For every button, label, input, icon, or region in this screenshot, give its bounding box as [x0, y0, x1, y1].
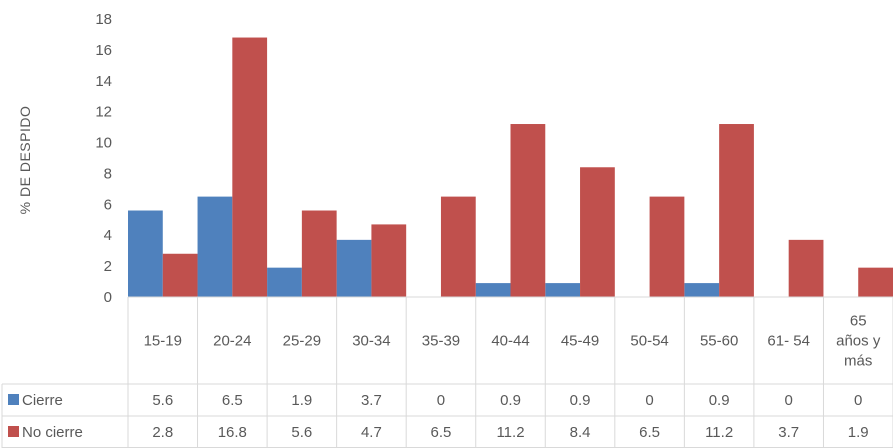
data-value: 3.7: [778, 424, 799, 441]
bar-cierre: [336, 239, 372, 297]
bar-no-cierre: [788, 239, 824, 297]
data-value: 5.6: [291, 424, 312, 441]
category-label: 25-29: [283, 333, 321, 350]
y-tick-label: 14: [95, 73, 112, 90]
bar-cierre: [475, 283, 511, 297]
bar-no-cierre: [858, 267, 893, 297]
data-value: 5.6: [152, 392, 173, 409]
bar-cierre: [128, 210, 163, 297]
category-label: 55-60: [700, 333, 738, 350]
category-label: 30-34: [352, 333, 390, 350]
data-value: 4.7: [361, 424, 382, 441]
data-value: 2.8: [152, 424, 173, 441]
legend-swatch: [8, 426, 19, 437]
bar-cierre: [684, 283, 720, 297]
y-tick-label: 16: [95, 42, 112, 59]
data-value: 0: [785, 392, 793, 409]
data-table: 15-19 20-24 25-29 30-34 35-39 40-44 45-49 50-54…: [1, 296, 893, 448]
data-value: 0: [437, 392, 445, 409]
category-label: 20-24: [213, 333, 251, 350]
data-value: 0.9: [500, 392, 521, 409]
data-value: 6.5: [639, 424, 660, 441]
data-value: 0.9: [709, 392, 730, 409]
data-value: 1.9: [848, 424, 869, 441]
data-value: 11.2: [496, 424, 524, 441]
bar-no-cierre: [719, 124, 754, 298]
y-tick-label: 10: [95, 135, 112, 152]
bar-no-cierre: [649, 196, 685, 297]
data-value: 16.8: [218, 424, 247, 441]
y-tick-label: 6: [104, 196, 112, 213]
bar-no-cierre: [301, 210, 337, 297]
data-value: 6.5: [431, 424, 452, 441]
category-label: 65: [850, 313, 867, 330]
bar-no-cierre: [162, 253, 198, 297]
y-tick-label: 18: [95, 11, 112, 28]
data-value: 0: [854, 392, 862, 409]
legend-label: No cierre: [22, 424, 83, 441]
y-tick-label: 8: [104, 165, 112, 182]
y-axis-label: % DE DESPIDO: [17, 106, 33, 215]
bar-cierre: [267, 267, 302, 297]
bar-cierre: [545, 283, 581, 297]
y-axis-ticks: 0 2 4 6 8 10 12 14 16 18: [95, 11, 112, 306]
category-label: más: [844, 353, 872, 370]
data-value: 0.9: [570, 392, 591, 409]
data-value: 11.2: [705, 424, 733, 441]
bar-no-cierre: [510, 124, 546, 298]
data-value: 6.5: [222, 392, 243, 409]
legend-swatch: [8, 394, 19, 405]
y-tick-label: 2: [104, 258, 112, 275]
category-label: 15-19: [144, 333, 182, 350]
bar-no-cierre: [232, 37, 268, 298]
y-tick-label: 12: [95, 104, 112, 121]
category-label: 40-44: [491, 333, 529, 350]
legend-label: Cierre: [22, 392, 63, 409]
bars: [128, 37, 893, 298]
bar-no-cierre: [371, 224, 407, 297]
data-value: 3.7: [361, 392, 382, 409]
data-value: 1.9: [291, 392, 312, 409]
bar-cierre: [197, 196, 233, 297]
y-tick-label: 4: [104, 227, 112, 244]
bar-no-cierre: [580, 167, 615, 297]
category-label: 35-39: [422, 333, 460, 350]
category-label: años y: [836, 333, 881, 350]
data-value: 0: [645, 392, 653, 409]
category-label: 45-49: [561, 333, 599, 350]
category-label: 50-54: [630, 333, 668, 350]
category-label: 61- 54: [767, 333, 810, 350]
data-value: 8.4: [570, 424, 591, 441]
y-tick-label: 0: [104, 289, 112, 306]
bar-no-cierre: [440, 196, 476, 297]
